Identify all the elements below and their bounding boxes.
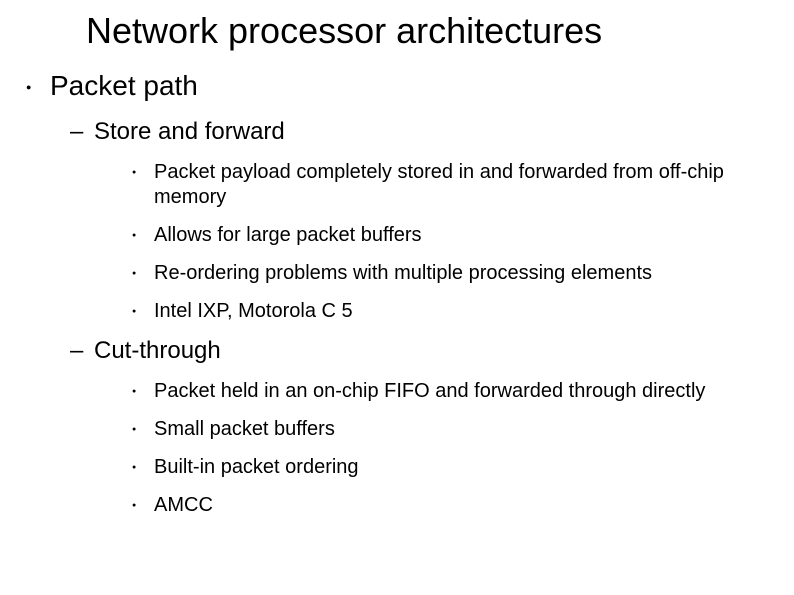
list-item: Packet path Store and forward Packet pay… bbox=[32, 70, 794, 518]
lvl3-text: Allows for large packet buffers bbox=[154, 224, 422, 246]
list-item: Packet payload completely stored in and … bbox=[94, 160, 794, 210]
lvl2-label: Store and forward bbox=[94, 118, 285, 145]
list-item: AMCC bbox=[94, 493, 794, 518]
list-item: Small packet buffers bbox=[94, 417, 794, 442]
list-item: Cut-through Packet held in an on-chip FI… bbox=[50, 337, 794, 518]
list-item: Built-in packet ordering bbox=[94, 455, 794, 480]
lvl2-label: Cut-through bbox=[94, 337, 221, 364]
lvl3-text: Re-ordering problems with multiple proce… bbox=[154, 262, 652, 284]
slide: Network processor architectures Packet p… bbox=[0, 0, 794, 595]
lvl3-text: Small packet buffers bbox=[154, 418, 335, 440]
level1-list: Packet path Store and forward Packet pay… bbox=[32, 70, 794, 518]
lvl1-label: Packet path bbox=[50, 70, 198, 101]
list-item: Re-ordering problems with multiple proce… bbox=[94, 261, 794, 286]
level3-list: Packet held in an on-chip FIFO and forwa… bbox=[94, 379, 794, 518]
slide-title: Network processor architectures bbox=[86, 10, 794, 52]
list-item: Allows for large packet buffers bbox=[94, 223, 794, 248]
lvl3-text: Packet held in an on-chip FIFO and forwa… bbox=[154, 380, 705, 402]
lvl3-text: AMCC bbox=[154, 494, 213, 516]
lvl3-text: Built-in packet ordering bbox=[154, 456, 359, 478]
level2-list: Store and forward Packet payload complet… bbox=[50, 118, 794, 518]
lvl3-text: Intel IXP, Motorola C 5 bbox=[154, 300, 353, 322]
list-item: Intel IXP, Motorola C 5 bbox=[94, 299, 794, 324]
list-item: Store and forward Packet payload complet… bbox=[50, 118, 794, 324]
lvl3-text: Packet payload completely stored in and … bbox=[154, 161, 724, 208]
level3-list: Packet payload completely stored in and … bbox=[94, 160, 794, 324]
list-item: Packet held in an on-chip FIFO and forwa… bbox=[94, 379, 794, 404]
